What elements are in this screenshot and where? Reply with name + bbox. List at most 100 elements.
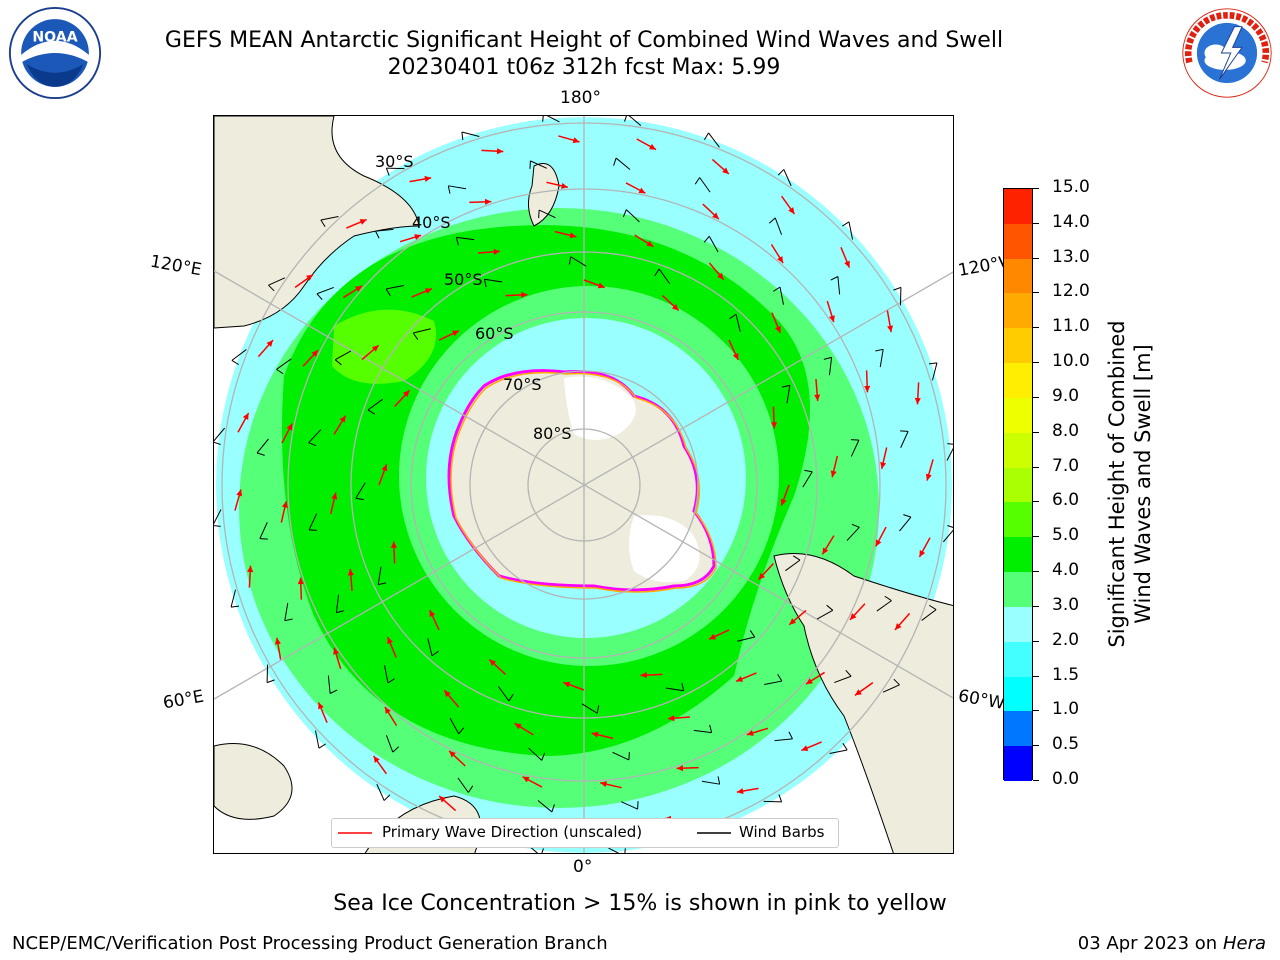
wave-direction-arrow (894, 612, 911, 631)
wave-direction-arrow (625, 182, 646, 194)
wave-direction-arrow (505, 291, 528, 298)
colorbar-tick-label: 12.0 (1052, 281, 1090, 302)
colorbar-tick-mark (1033, 466, 1039, 468)
wave-direction-arrow (387, 636, 397, 658)
wind-barb (834, 669, 852, 684)
wind-barb (928, 362, 938, 381)
colorbar-segment (1004, 606, 1032, 642)
wind-barb (846, 523, 860, 541)
colorbar-tick-mark (1033, 571, 1039, 573)
wave-direction-arrow (728, 339, 739, 361)
wind-barb (622, 209, 640, 223)
colorbar-tick-mark (1033, 675, 1039, 677)
wind-barb (461, 131, 480, 141)
legend-wave-direction: Primary Wave Direction (unscaled) (382, 823, 643, 841)
wave-direction-arrow (384, 706, 398, 727)
wave-direction-arrow (438, 795, 457, 812)
footer-branch: NCEP/EMC/Verification Post Processing Pr… (12, 933, 608, 954)
wind-barb-legend-icon (697, 832, 731, 834)
wave-direction-arrow (563, 681, 585, 691)
wave-direction-arrow (443, 689, 460, 708)
wave-direction-arrow (257, 339, 274, 358)
map-panel (213, 115, 954, 854)
svg-text:NOAA: NOAA (32, 30, 77, 46)
colorbar-tick-mark (1033, 745, 1039, 747)
wave-direction-arrow (788, 609, 807, 626)
wave-direction-arrow (757, 562, 774, 581)
wind-barb (900, 430, 909, 448)
wave-direction-arrow (514, 722, 534, 736)
colorbar-tick-mark (1033, 188, 1039, 189)
wave-direction-arrow (583, 279, 605, 289)
footer-host: Hera (1222, 933, 1266, 954)
colorbar-tick-label: 3.0 (1052, 594, 1080, 615)
wind-barb (773, 286, 784, 305)
wind-barb (899, 514, 912, 532)
wind-barb (327, 675, 338, 694)
wave-direction-arrow (280, 500, 288, 523)
wave-direction-arrow (771, 312, 781, 334)
wave-direction-arrow (346, 218, 367, 229)
lat-label-40s: 40°S (412, 213, 451, 232)
wave-direction-arrow (864, 370, 871, 393)
wave-direction-arrow (661, 295, 680, 312)
wave-direction-legend-icon (338, 832, 372, 834)
wave-direction-arrow (676, 765, 699, 772)
wave-direction-arrow (522, 776, 543, 788)
wave-direction-arrow (399, 234, 422, 243)
wave-direction-arrow (554, 230, 577, 239)
wave-direction-arrow (302, 349, 319, 367)
footer-date-text: 03 Apr 2023 on (1077, 933, 1223, 954)
colorbar-tick-mark (1033, 605, 1039, 607)
colorbar-segment (1004, 467, 1032, 503)
wave-direction-arrow (735, 672, 757, 682)
colorbar-tick-mark (1033, 710, 1039, 712)
colorbar-tick-label: 8.0 (1052, 420, 1080, 441)
wave-direction-arrow (394, 389, 411, 408)
wind-barb (377, 566, 387, 586)
wave-direction-arrow (771, 406, 778, 429)
colorbar-segment (1004, 328, 1032, 364)
colorbar-tick-label: 5.0 (1052, 525, 1080, 546)
wind-barb (774, 731, 793, 742)
colorbar-segment (1004, 746, 1032, 781)
wind-barb (457, 777, 474, 793)
wave-direction-arrow (821, 535, 835, 555)
wind-barb (703, 132, 720, 148)
wave-direction-arrow (448, 750, 466, 767)
wind-barb (694, 177, 711, 193)
wind-barb (876, 595, 892, 612)
colorbar-tick-mark (1033, 362, 1039, 364)
wave-direction-arrow (411, 288, 433, 298)
colorbar-tick-mark (1033, 222, 1039, 224)
colorbar-tick-label: 2.0 (1052, 629, 1080, 650)
polar-map (214, 116, 953, 853)
wind-barb (802, 469, 813, 488)
wave-direction-arrow (281, 423, 293, 444)
wave-direction-arrow (854, 682, 874, 697)
colorbar-tick-mark (1033, 257, 1039, 259)
wave-direction-arrow (708, 629, 730, 640)
wind-barb (385, 167, 405, 176)
wind-barb (455, 236, 475, 246)
wind-barb (284, 602, 293, 622)
wind-barb (367, 398, 383, 415)
wave-direction-arrow (830, 455, 839, 478)
map-legend: Primary Wave Direction (unscaled) Wind B… (331, 818, 839, 848)
lat-label-30s: 30°S (375, 152, 414, 171)
wind-barb (829, 743, 848, 755)
wave-direction-arrow (438, 330, 460, 341)
wave-direction-arrow (329, 492, 338, 515)
wave-direction-arrow (237, 412, 250, 433)
wind-barb (335, 594, 345, 614)
colorbar-tick-label: 0.0 (1052, 769, 1080, 789)
wind-barb (376, 783, 391, 801)
wind-barb (385, 285, 404, 296)
wind-barb (427, 638, 439, 657)
footer-date: 03 Apr 2023 on Hera (1078, 933, 1266, 954)
colorbar-tick-mark (1033, 536, 1039, 538)
colorbar-tick-label: 0.5 (1052, 734, 1080, 755)
wave-direction-arrow (781, 195, 796, 215)
colorbar-tick-label: 4.0 (1052, 560, 1080, 581)
nws-logo-icon (1182, 8, 1272, 98)
